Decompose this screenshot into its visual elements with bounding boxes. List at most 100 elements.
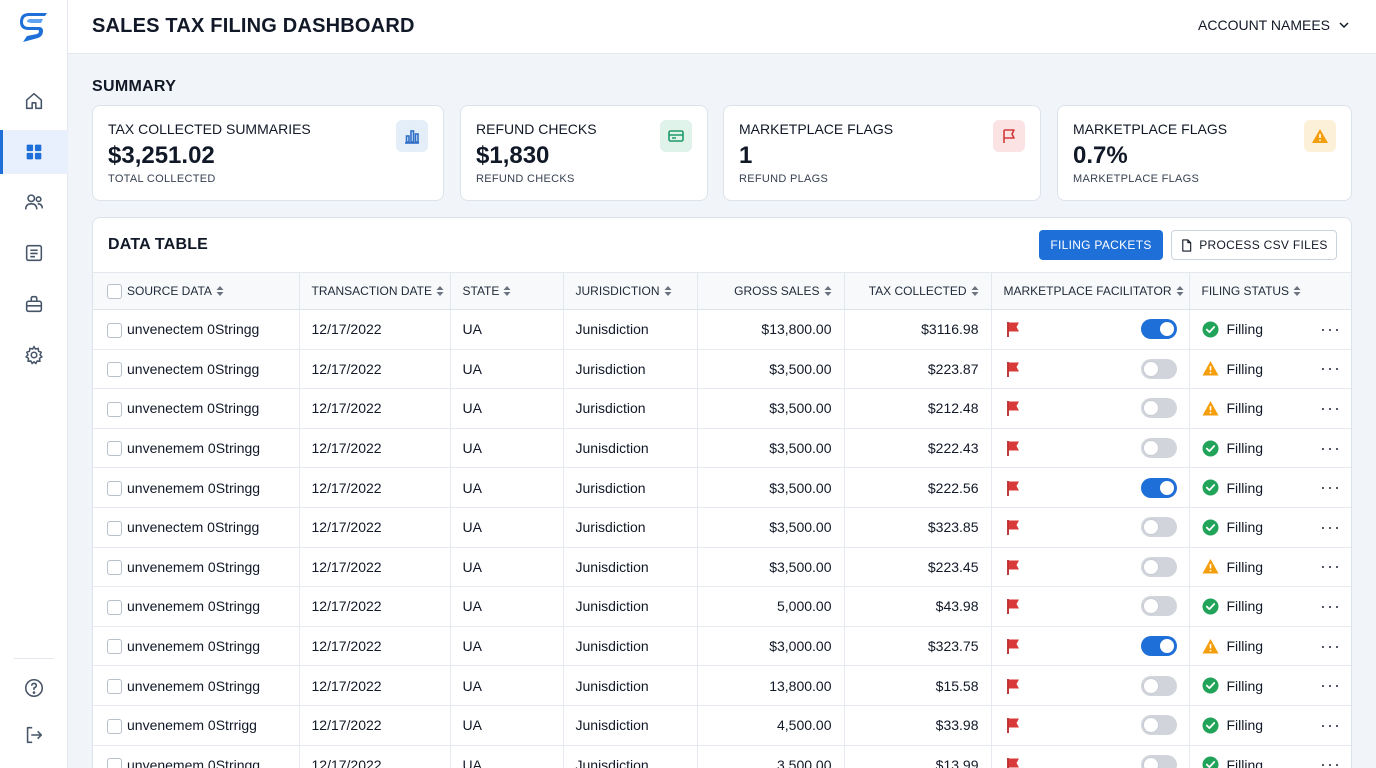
- sidebar-item-dashboard[interactable]: [0, 130, 68, 174]
- table-row[interactable]: unvenemem 0Stringg 12/17/2022 UA Jurisdicti…: [93, 467, 1351, 508]
- flag-icon[interactable]: [1004, 756, 1022, 768]
- flag-icon[interactable]: [1004, 637, 1022, 655]
- column-header-gross-sales[interactable]: GROSS SALES: [697, 272, 845, 310]
- table-row[interactable]: unvenemem 0Stringg 12/17/2022 UA Junisdicti…: [93, 547, 1351, 588]
- facilitator-toggle[interactable]: [1140, 319, 1177, 340]
- sort-icon: [971, 286, 978, 296]
- more-options-icon[interactable]: ···: [1320, 675, 1341, 696]
- more-options-icon[interactable]: ···: [1320, 516, 1341, 537]
- filing-packets-button[interactable]: FILING PACKETS: [1039, 230, 1163, 260]
- cell-transaction-date: 12/17/2022: [299, 745, 451, 768]
- flag-icon[interactable]: [1004, 597, 1022, 615]
- column-header-tax-collected[interactable]: TAX COLLECTED: [844, 272, 992, 310]
- flag-icon[interactable]: [1004, 716, 1022, 734]
- flag-icon[interactable]: [1004, 320, 1022, 338]
- row-checkbox[interactable]: [107, 639, 122, 655]
- flag-icon[interactable]: [1004, 677, 1022, 695]
- column-header-transaction-date[interactable]: TRANSACTION DATE: [299, 272, 451, 310]
- table-row[interactable]: unvenemem 0Strrigg 12/17/2022 UA Junisdicti…: [93, 705, 1351, 746]
- table-row[interactable]: unvenemem 0Stringg 12/17/2022 UA Junisdicti…: [93, 626, 1351, 667]
- more-options-icon[interactable]: ···: [1320, 714, 1341, 735]
- cell-gross-sales: $3,500.00: [697, 547, 845, 588]
- table-row[interactable]: unvenectem 0Stringg 12/17/2022 UA Jurisdict…: [93, 349, 1351, 390]
- cell-gross-sales: $3,500.00: [697, 507, 845, 548]
- flag-icon[interactable]: [1004, 558, 1022, 576]
- facilitator-toggle[interactable]: [1140, 517, 1177, 538]
- cell-gross-sales: 3,500.00: [697, 745, 845, 768]
- facilitator-toggle[interactable]: [1140, 398, 1177, 419]
- more-options-icon[interactable]: ···: [1320, 595, 1341, 616]
- process-csv-button[interactable]: PROCESS CSV FILES: [1171, 230, 1337, 260]
- facilitator-toggle[interactable]: [1140, 358, 1177, 379]
- sidebar-item-home[interactable]: [0, 79, 68, 123]
- column-header-filing-status[interactable]: FILING STATUS: [1189, 272, 1351, 310]
- flag-icon[interactable]: [1004, 360, 1022, 378]
- app-logo[interactable]: [19, 12, 49, 44]
- table-row[interactable]: unvenemem 0Stringg 12/17/2022 UA Junisdicti…: [93, 586, 1351, 627]
- row-checkbox[interactable]: [107, 758, 122, 768]
- table-row[interactable]: unvenectem 0Stringg 12/17/2022 UA Junisdict…: [93, 309, 1351, 350]
- select-all-checkbox[interactable]: [107, 283, 122, 299]
- row-checkbox[interactable]: [107, 481, 122, 497]
- row-checkbox[interactable]: [107, 718, 122, 734]
- row-checkbox[interactable]: [107, 560, 122, 576]
- facilitator-toggle[interactable]: [1140, 636, 1177, 657]
- more-options-icon[interactable]: ···: [1320, 397, 1341, 418]
- row-checkbox[interactable]: [107, 520, 122, 536]
- table-row[interactable]: unvenemem 0Stringg 12/17/2022 UA Junisdicti…: [93, 665, 1351, 706]
- cell-jurisdiction: Junisdiction: [563, 547, 698, 588]
- sidebar-item-logout[interactable]: [0, 713, 68, 757]
- table-row[interactable]: unvenectem 0Stringg 12/17/2022 UA Jurisdict…: [93, 507, 1351, 548]
- flag-icon[interactable]: [1004, 399, 1022, 417]
- facilitator-toggle[interactable]: [1140, 754, 1177, 768]
- sidebar-item-settings[interactable]: [0, 333, 68, 377]
- more-options-icon[interactable]: ···: [1320, 477, 1341, 498]
- flag-icon[interactable]: [1004, 518, 1022, 536]
- help-icon: [24, 678, 44, 698]
- more-options-icon[interactable]: ···: [1320, 556, 1341, 577]
- row-checkbox[interactable]: [107, 441, 122, 457]
- table-row[interactable]: unvenemem 0Stringg 12/17/2022 UA Junisdicti…: [93, 428, 1351, 469]
- row-checkbox[interactable]: [107, 362, 122, 378]
- sidebar-item-help[interactable]: [0, 666, 68, 710]
- cell-tax-collected: $43.98: [844, 586, 992, 627]
- more-options-icon[interactable]: ···: [1320, 635, 1341, 656]
- status-badge: Filling: [1202, 598, 1263, 615]
- row-checkbox[interactable]: [107, 599, 122, 615]
- sidebar-item-briefcase[interactable]: [0, 282, 68, 326]
- more-options-icon[interactable]: ···: [1320, 754, 1341, 768]
- status-badge: Filling: [1202, 360, 1263, 377]
- column-header-source-data[interactable]: SOURCE DATA: [127, 272, 300, 310]
- facilitator-toggle[interactable]: [1140, 477, 1177, 498]
- column-header-jurisdiction[interactable]: JURISDICTION: [563, 272, 698, 310]
- sidebar-item-documents[interactable]: [0, 231, 68, 275]
- facilitator-toggle[interactable]: [1140, 715, 1177, 736]
- cell-tax-collected: $323.85: [844, 507, 992, 548]
- column-header-marketplace-facilitator[interactable]: MARKETPLACE FACILITATOR: [991, 272, 1190, 310]
- facilitator-toggle[interactable]: [1140, 438, 1177, 459]
- row-checkbox[interactable]: [107, 322, 122, 338]
- warning-icon: [1202, 400, 1219, 417]
- card-value: 1: [739, 142, 753, 169]
- row-checkbox[interactable]: [107, 401, 122, 417]
- cell-state: UA: [450, 665, 564, 706]
- table-row[interactable]: unvenemem 0Stringg 12/17/2022 UA Junisdicti…: [93, 745, 1351, 768]
- flag-icon[interactable]: [1004, 479, 1022, 497]
- cell-filing-status: Filling ···: [1189, 626, 1351, 667]
- flag-icon[interactable]: [1004, 439, 1022, 457]
- account-menu[interactable]: ACCOUNT NAMEES: [1198, 17, 1350, 33]
- facilitator-toggle[interactable]: [1140, 596, 1177, 617]
- cell-state: UA: [450, 309, 564, 350]
- sidebar-item-users[interactable]: [0, 180, 68, 224]
- cell-gross-sales: $3,500.00: [697, 467, 845, 508]
- more-options-icon[interactable]: ···: [1320, 318, 1341, 339]
- facilitator-toggle[interactable]: [1140, 556, 1177, 577]
- row-checkbox[interactable]: [107, 679, 122, 695]
- cell-source-data: unvenemem 0Stringg: [127, 467, 300, 508]
- facilitator-toggle[interactable]: [1140, 675, 1177, 696]
- more-options-icon[interactable]: ···: [1320, 437, 1341, 458]
- column-header-state[interactable]: STATE: [450, 272, 564, 310]
- status-label: Filling: [1226, 400, 1264, 417]
- more-options-icon[interactable]: ···: [1320, 358, 1341, 379]
- table-row[interactable]: unvenectem 0Stringg 12/17/2022 UA Jurisdict…: [93, 388, 1351, 429]
